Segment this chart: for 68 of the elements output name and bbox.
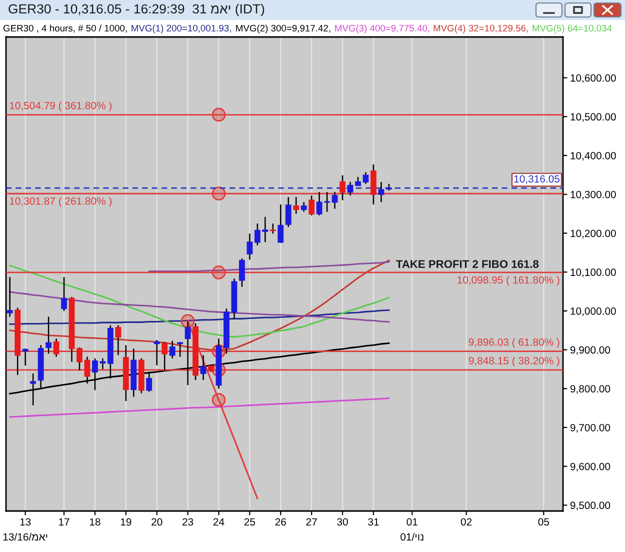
chart-title: GER30 - 10,316.05 - 16:29:39 31 מאי (IDT) [8, 4, 264, 16]
candlestick [285, 196, 292, 228]
x-tick-label: 27 [306, 518, 317, 526]
x-tick-label: 20 [152, 518, 162, 526]
annotation: TAKE PROFIT 2 FIBO 161.8 [396, 260, 539, 268]
x-tick-label: 19 [120, 518, 132, 526]
candlestick [362, 172, 369, 184]
candlestick [169, 340, 176, 359]
x-tick-label: 24 [213, 518, 224, 526]
candlestick [300, 202, 307, 212]
ref-line-label: 9,896.03 ( 61.80% ) [468, 338, 560, 348]
candlestick [115, 324, 122, 356]
y-tick-label: 9,700.00 [570, 424, 610, 433]
y-tick-label: 10,600.00 [570, 74, 616, 83]
ref-line-label: 10,316.05 [514, 175, 560, 184]
candlestick [154, 339, 160, 366]
y-tick-label: 10,500.00 [570, 113, 616, 122]
text: MVG(3) 400=9,775.40, [335, 24, 430, 34]
candlestick [246, 232, 253, 260]
y-tick-label: 9,500.00 [570, 502, 610, 510]
line-series [9, 264, 390, 338]
candlestick [370, 164, 376, 206]
y-tick-label: 10,300.00 [570, 190, 616, 200]
candlestick [347, 181, 354, 196]
x-tick-label: 31 [368, 518, 379, 526]
ref-line-label: 9,848.15 ( 38.20% ) [468, 356, 560, 366]
candlestick [293, 196, 300, 214]
x-tick-label: 05 [538, 518, 550, 526]
candlestick [177, 341, 184, 358]
x-tick-label: 17 [59, 518, 70, 526]
candlestick [308, 194, 315, 216]
y-tick-label: 10,200.00 [570, 230, 616, 238]
candlestick [76, 346, 82, 371]
y-tick-label: 9,600.00 [570, 462, 610, 472]
text: MVG(2) 300=9,917.42, [236, 24, 330, 34]
candlestick [278, 204, 284, 244]
ref-line-label: 10,301.87 ( 261.80% ) [10, 197, 112, 207]
candlestick [61, 276, 67, 312]
x-tick-label: 02 [460, 518, 472, 526]
x-tick-label: 18 [90, 518, 100, 526]
chart-subtitle: GER30 , 4 hours, # 50 / 1000, [3, 24, 127, 33]
candlestick [46, 316, 52, 354]
candlestick [200, 354, 206, 381]
x-tick-label: 26 [275, 518, 286, 526]
x-tick-label: 01 01/יונ [400, 518, 424, 541]
candlestick [84, 356, 90, 384]
candlestick [53, 338, 60, 358]
y-tick-label: 9,800.00 [570, 385, 610, 394]
line-series [9, 291, 390, 323]
ref-line-label: 10,504.79 ( 361.80% ) [10, 102, 112, 112]
x-tick-label: 25 [244, 518, 256, 526]
text: MVG(4) 32=10,129.56, [434, 24, 528, 34]
y-tick-label: 9,900.00 [570, 346, 610, 355]
y-tick-label: 10,000.00 [570, 307, 616, 316]
x-tick-label: 30 [337, 518, 348, 526]
x-tick-label: 23 [182, 518, 194, 526]
x-tick-label: 13 13/16/מאי [3, 518, 48, 541]
candlestick [239, 258, 245, 288]
y-tick-label: 10,100.00 [570, 268, 616, 278]
ref-line-label: 10,098.95 ( 161.80% ) [458, 276, 560, 286]
candlestick [22, 348, 28, 366]
candlestick [270, 222, 276, 234]
text: MVG(5) 64=10,034 [532, 24, 612, 34]
text: MVG(1) 200=10,001.93, [132, 24, 231, 34]
candlestick [340, 174, 346, 201]
y-tick-label: 10,400.00 [570, 152, 616, 161]
candlestick [378, 181, 384, 203]
candlestick [332, 191, 338, 210]
